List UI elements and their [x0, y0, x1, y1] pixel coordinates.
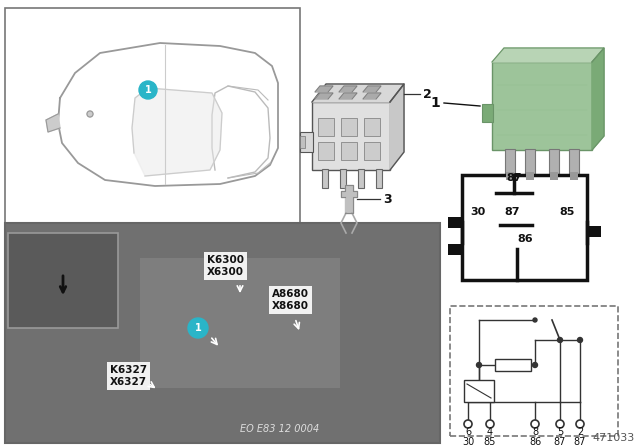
Polygon shape — [492, 48, 604, 62]
Bar — [462, 175, 587, 280]
Bar — [8, 233, 118, 328]
Bar — [569, 149, 579, 180]
Polygon shape — [312, 84, 404, 102]
Bar — [318, 118, 334, 136]
Circle shape — [556, 420, 564, 428]
Bar — [505, 149, 515, 180]
Bar — [376, 169, 382, 188]
Text: 87: 87 — [506, 173, 522, 183]
Text: 87: 87 — [554, 437, 566, 447]
Bar — [300, 136, 305, 148]
Bar — [464, 380, 494, 402]
Text: 87: 87 — [504, 207, 520, 217]
Bar — [322, 169, 328, 188]
Bar — [450, 306, 618, 436]
Text: 87: 87 — [574, 437, 586, 447]
Bar — [549, 149, 559, 180]
Circle shape — [139, 81, 157, 99]
Circle shape — [486, 420, 494, 428]
Text: 1: 1 — [145, 85, 152, 95]
Bar — [312, 102, 390, 170]
Text: EO E83 12 0004: EO E83 12 0004 — [241, 424, 319, 434]
Text: 2: 2 — [423, 87, 432, 100]
Polygon shape — [390, 84, 404, 170]
Bar — [482, 104, 493, 122]
Bar — [341, 118, 357, 136]
Circle shape — [533, 318, 537, 322]
Bar — [5, 8, 300, 223]
Bar — [448, 217, 463, 228]
Bar — [506, 172, 514, 180]
Bar — [5, 223, 440, 443]
Circle shape — [87, 111, 93, 117]
Polygon shape — [315, 86, 333, 92]
Circle shape — [477, 362, 481, 367]
Text: 1: 1 — [430, 96, 440, 110]
Text: K6327
X6327: K6327 X6327 — [110, 365, 147, 387]
Circle shape — [188, 318, 208, 338]
Text: 2: 2 — [577, 427, 583, 437]
Polygon shape — [339, 86, 357, 92]
Text: 4: 4 — [487, 427, 493, 437]
Text: K6300
X6300: K6300 X6300 — [207, 255, 244, 277]
Polygon shape — [315, 93, 333, 99]
Bar — [492, 62, 592, 150]
Bar — [495, 359, 531, 371]
Polygon shape — [363, 86, 381, 92]
Bar — [341, 142, 357, 160]
Polygon shape — [339, 93, 357, 99]
Bar — [526, 172, 534, 180]
Bar — [318, 142, 334, 160]
Polygon shape — [46, 114, 60, 132]
Text: A8680
X8680: A8680 X8680 — [272, 289, 309, 311]
Bar — [525, 149, 535, 180]
Circle shape — [532, 362, 538, 367]
Bar — [570, 172, 578, 180]
Text: 5: 5 — [557, 427, 563, 437]
Bar — [448, 244, 463, 255]
Bar — [587, 226, 601, 237]
Text: 471033: 471033 — [593, 433, 635, 443]
Text: 86: 86 — [529, 437, 541, 447]
Circle shape — [531, 420, 539, 428]
Text: 85: 85 — [484, 437, 496, 447]
Bar — [550, 172, 558, 180]
Circle shape — [576, 420, 584, 428]
Bar — [358, 169, 364, 188]
Circle shape — [557, 337, 563, 343]
Text: 85: 85 — [559, 207, 574, 217]
Text: 8: 8 — [532, 427, 538, 437]
Polygon shape — [363, 93, 381, 99]
Text: 1: 1 — [195, 323, 202, 333]
Circle shape — [464, 420, 472, 428]
Polygon shape — [341, 185, 357, 213]
Bar — [340, 169, 346, 188]
Text: 86: 86 — [517, 234, 532, 244]
Text: 30: 30 — [470, 207, 485, 217]
Polygon shape — [592, 48, 604, 150]
Text: 3: 3 — [383, 193, 392, 206]
Text: 30: 30 — [462, 437, 474, 447]
Text: 6: 6 — [465, 427, 471, 437]
Bar — [364, 118, 380, 136]
Bar — [140, 258, 340, 388]
Circle shape — [577, 337, 582, 343]
Bar — [364, 142, 380, 160]
Polygon shape — [132, 88, 222, 176]
Polygon shape — [58, 43, 278, 186]
Bar — [300, 132, 313, 152]
